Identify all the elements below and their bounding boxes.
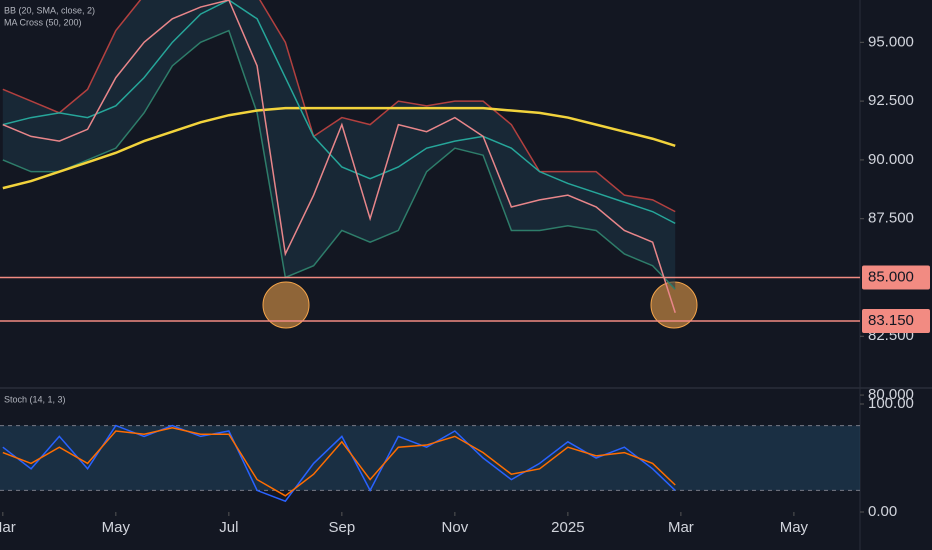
bb-fill	[2, 0, 676, 290]
y-tick-label: 92.500	[868, 92, 914, 109]
series-line	[2, 426, 676, 497]
legend: BB (20, SMA, close, 2)	[4, 5, 95, 15]
series-line	[2, 106, 676, 190]
series-line	[2, 0, 676, 213]
level-label-bg	[862, 265, 930, 290]
level-label: 85.000	[868, 268, 914, 285]
y-tick-label: 80.000	[868, 386, 914, 403]
y-tick-label: 95.000	[868, 33, 914, 50]
x-tick-label: Jul	[219, 519, 238, 536]
y-tick-label: 87.500	[868, 210, 914, 227]
highlight-circle	[262, 281, 310, 329]
stoch-band	[0, 425, 860, 491]
series-line	[2, 0, 676, 225]
y-tick-label: 90.000	[868, 151, 914, 168]
x-tick-label: Sep	[329, 519, 356, 536]
x-tick-label: 2025	[551, 519, 584, 536]
legend: Stoch (14, 1, 3)	[4, 394, 66, 404]
series-line	[2, 29, 676, 290]
level-label-bg	[862, 308, 930, 333]
y-tick-label: 0.00	[868, 503, 897, 520]
y-tick-label: 100.00	[868, 395, 914, 412]
x-tick-label: Mar	[668, 519, 694, 536]
x-tick-label: Nov	[442, 519, 469, 536]
x-tick-label: May	[780, 519, 809, 536]
series-line	[2, 0, 676, 313]
x-tick-label: Mar	[0, 519, 16, 536]
x-tick-label: May	[102, 519, 131, 536]
level-label: 83.150	[868, 312, 914, 329]
series-line	[2, 424, 676, 503]
legend: MA Cross (50, 200)	[4, 17, 82, 27]
